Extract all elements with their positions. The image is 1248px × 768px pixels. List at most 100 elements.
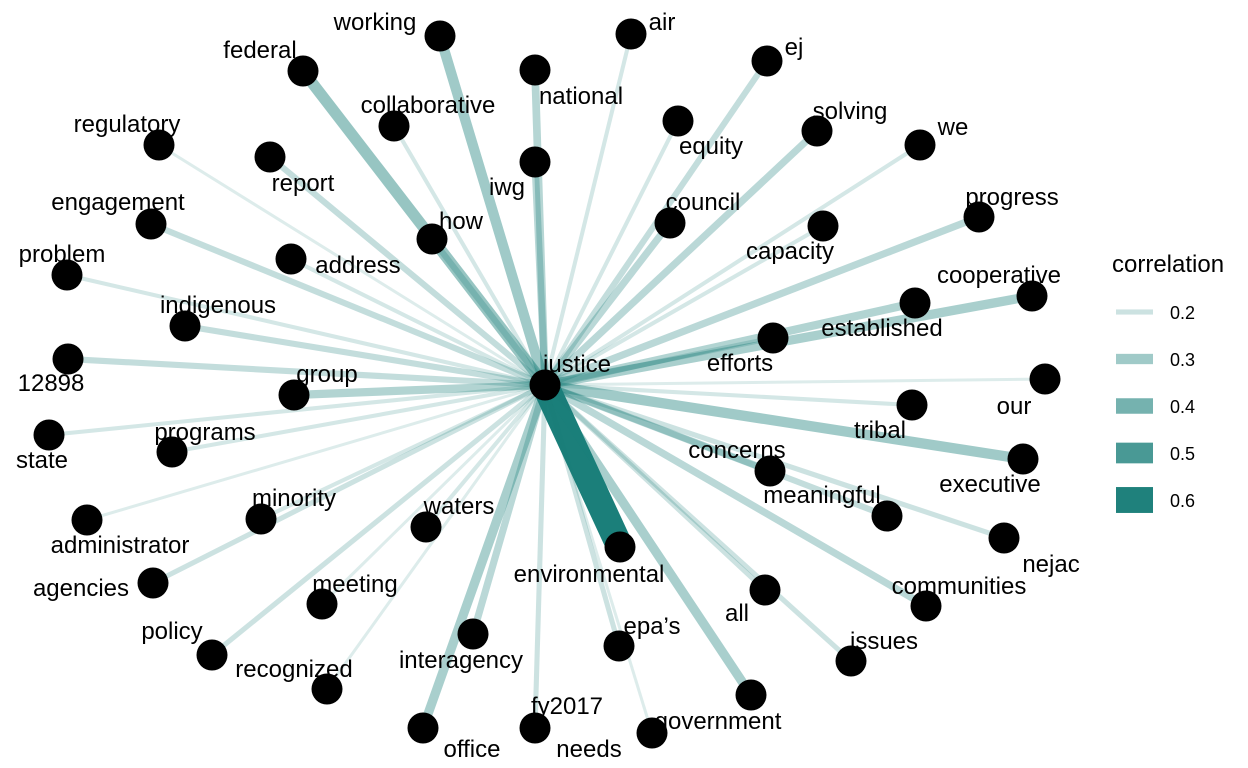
node-label-group: group bbox=[296, 361, 357, 388]
edges-layer bbox=[48, 33, 1046, 734]
node-label-agencies: agencies bbox=[33, 575, 129, 602]
node-label-meeting: meeting bbox=[312, 571, 397, 598]
legend-items: 0.2 0.3 0.4 0.5 0.6 bbox=[1116, 303, 1195, 513]
node-address bbox=[275, 243, 307, 275]
node-engagement bbox=[135, 208, 167, 240]
node-label-indigenous: indigenous bbox=[160, 292, 276, 319]
node-equity bbox=[662, 105, 694, 137]
node-label-epas: epa’s bbox=[624, 613, 681, 640]
node-regulatory bbox=[143, 129, 175, 161]
node-waters bbox=[410, 511, 442, 543]
node-label-tribal: tribal bbox=[854, 417, 906, 444]
edge-justice-national bbox=[531, 69, 549, 386]
edge-justice-needs bbox=[543, 384, 654, 734]
edge-justice-concerns bbox=[543, 381, 772, 475]
legend-key-0.4 bbox=[1116, 398, 1153, 414]
node-how bbox=[416, 223, 448, 255]
node-label-government: government bbox=[655, 708, 782, 735]
node-label-environmental: environmental bbox=[514, 561, 665, 588]
edge-justice-equity bbox=[543, 120, 680, 386]
node-label-office: office bbox=[444, 736, 501, 763]
node-state bbox=[33, 419, 65, 451]
node-established bbox=[899, 287, 931, 319]
node-needs bbox=[636, 717, 668, 749]
node-group bbox=[278, 379, 310, 411]
node-label-waters: waters bbox=[423, 493, 495, 520]
node-nejac bbox=[988, 522, 1020, 554]
node-label-capacity: capacity bbox=[746, 238, 834, 265]
node-ej bbox=[751, 45, 783, 77]
legend-label-0.5: 0.5 bbox=[1170, 444, 1195, 464]
edge-justice-all bbox=[543, 383, 767, 592]
edge-justice-efforts bbox=[544, 335, 774, 388]
edge-justice-collaborative bbox=[392, 124, 547, 387]
edge-justice-we bbox=[543, 143, 922, 387]
node-meaningful bbox=[871, 500, 903, 532]
node-label-concerns: concerns bbox=[688, 437, 785, 464]
edge-justice-issues bbox=[543, 383, 853, 663]
node-concerns bbox=[754, 455, 786, 487]
node-fy2017 bbox=[519, 712, 551, 744]
edge-justice-cooperative bbox=[544, 291, 1033, 390]
node-label-nejac: nejac bbox=[1022, 551, 1079, 578]
node-problem bbox=[51, 259, 83, 291]
legend-label-0.2: 0.2 bbox=[1170, 303, 1195, 323]
node-government bbox=[735, 679, 767, 711]
node-tribal bbox=[896, 389, 928, 421]
edge-justice-engagement bbox=[149, 221, 547, 388]
node-solving bbox=[801, 115, 833, 147]
legend-key-0.6 bbox=[1116, 487, 1153, 513]
node-label-established: established bbox=[821, 315, 942, 342]
edge-justice-address bbox=[290, 257, 546, 387]
node-iwg bbox=[519, 146, 551, 178]
node-label-problem: problem bbox=[19, 241, 106, 268]
legend-key-0.2 bbox=[1116, 309, 1153, 315]
node-cooperative bbox=[1016, 280, 1048, 312]
node-label-air: air bbox=[649, 9, 676, 36]
node-label-12898: 12898 bbox=[18, 370, 85, 397]
node-working bbox=[424, 20, 456, 52]
edge-justice-iwg bbox=[531, 161, 549, 386]
edge-justice-office bbox=[418, 383, 550, 730]
edge-justice-air bbox=[543, 33, 633, 386]
node-epas bbox=[603, 630, 635, 662]
node-label-we: we bbox=[937, 114, 969, 141]
labels-layer: working federal air ej national collaborative… bbox=[16, 9, 1080, 763]
node-indigenous bbox=[169, 310, 201, 342]
node-label-all: all bbox=[725, 600, 749, 627]
edge-justice-council bbox=[542, 220, 673, 388]
edge-justice-government bbox=[541, 382, 755, 698]
edge-justice-communities bbox=[543, 381, 928, 610]
node-administrator bbox=[71, 504, 103, 536]
node-label-equity: equity bbox=[679, 133, 743, 160]
edge-justice-group bbox=[293, 380, 546, 400]
node-all bbox=[749, 574, 781, 606]
node-label-interagency: interagency bbox=[399, 647, 523, 674]
node-communities bbox=[910, 590, 942, 622]
legend: correlation 0.2 0.3 0.4 0.5 0.6 bbox=[1112, 251, 1224, 513]
node-label-engagement: engagement bbox=[51, 189, 185, 216]
edge-justice-meaningful bbox=[543, 382, 889, 519]
edge-justice-policy bbox=[210, 383, 547, 657]
legend-label-0.4: 0.4 bbox=[1170, 397, 1195, 417]
node-label-issues: issues bbox=[850, 628, 918, 655]
node-interagency bbox=[457, 618, 489, 650]
node-minority bbox=[245, 503, 277, 535]
node-label-fy2017: fy2017 bbox=[531, 693, 603, 720]
node-we bbox=[904, 129, 936, 161]
node-label-ej: ej bbox=[785, 34, 804, 61]
node-label-address: address bbox=[315, 252, 400, 279]
node-label-working: working bbox=[333, 9, 417, 36]
node-label-council: council bbox=[666, 189, 741, 216]
node-label-policy: policy bbox=[141, 618, 202, 645]
node-justice bbox=[529, 369, 561, 401]
nodes-layer bbox=[33, 18, 1061, 749]
edge-justice-agencies bbox=[151, 382, 547, 586]
node-label-state: state bbox=[16, 447, 68, 474]
node-label-efforts: efforts bbox=[707, 350, 773, 377]
edge-justice-administrator bbox=[86, 383, 546, 522]
node-label-iwg: iwg bbox=[489, 174, 525, 201]
edge-justice-regulatory bbox=[158, 143, 546, 387]
node-label-cooperative: cooperative bbox=[937, 262, 1061, 289]
